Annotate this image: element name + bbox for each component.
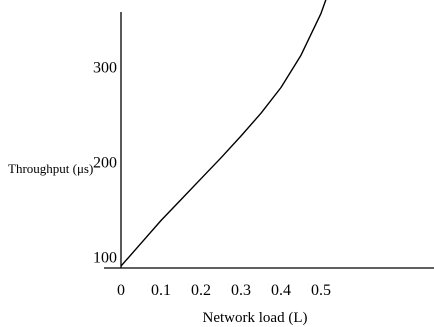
series-line [120, 0, 327, 267]
y-tick-label: 200 [93, 155, 117, 172]
x-tick-labels: 0 0.1 0.2 0.3 0.4 0.5 [117, 282, 331, 299]
x-tick-label: 0.1 [151, 282, 171, 299]
x-tick-label: 0.4 [271, 282, 291, 299]
y-tick-labels: 100200300400500 [93, 60, 117, 267]
series-group [120, 0, 327, 267]
x-tick-label: 0.2 [191, 282, 211, 299]
y-tick-label: 100 [93, 250, 117, 267]
x-tick-label: 0.3 [231, 282, 251, 299]
x-axis-title: Network load (L) [203, 310, 308, 326]
y-axis-title: Throughput (μs) [8, 161, 93, 176]
y-tick-label: 300 [93, 60, 117, 77]
x-tick-label: 0 [117, 282, 125, 299]
x-tick-label: 0.5 [311, 282, 331, 299]
